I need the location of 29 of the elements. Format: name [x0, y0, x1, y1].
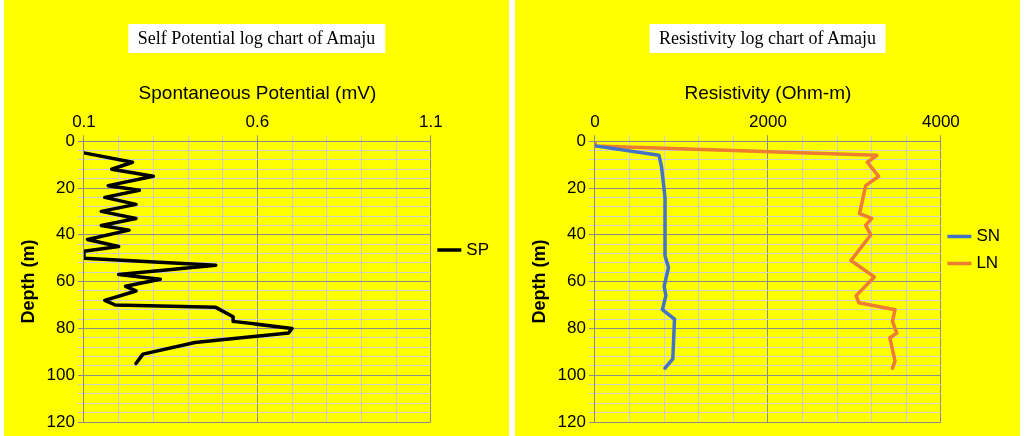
- y-tick-label: 20: [567, 177, 586, 197]
- y-tick-label: 100: [557, 364, 586, 384]
- y-axis-title: Depth (m): [528, 239, 549, 324]
- chart-title: Self Potential log chart of Amaju: [127, 24, 386, 53]
- x-tick-label: 0.1: [72, 111, 96, 131]
- legend-label: LN: [976, 253, 999, 273]
- y-tick-label: 60: [567, 271, 586, 291]
- x-tick-label: 4000: [921, 111, 960, 131]
- x-axis-title: Spontaneous Potential (mV): [138, 81, 377, 103]
- legend-label: SN: [976, 226, 1001, 246]
- x-tick-label: 0: [590, 111, 600, 131]
- y-tick-label: 80: [56, 318, 75, 338]
- y-tick-label: 100: [46, 364, 75, 384]
- legend-label: SP: [466, 239, 490, 259]
- y-tick-label: 0: [65, 130, 75, 150]
- y-tick-label: 60: [56, 271, 75, 291]
- x-tick-label: 1.1: [419, 111, 443, 131]
- x-axis-title: Resistivity (Ohm-m): [684, 81, 852, 103]
- y-tick-label: 20: [56, 177, 75, 197]
- y-tick-label: 40: [56, 224, 75, 244]
- y-tick-label: 0: [576, 130, 586, 150]
- x-tick-label: 0.6: [245, 111, 270, 131]
- y-tick-label: 120: [46, 411, 75, 431]
- chart-title: Resistivity log chart of Amaju: [649, 24, 886, 53]
- y-axis-title: Depth (m): [17, 239, 38, 324]
- y-tick-label: 40: [567, 224, 586, 244]
- x-tick-label: 2000: [749, 111, 787, 131]
- y-tick-label: 80: [567, 318, 586, 338]
- y-tick-label: 120: [557, 411, 586, 431]
